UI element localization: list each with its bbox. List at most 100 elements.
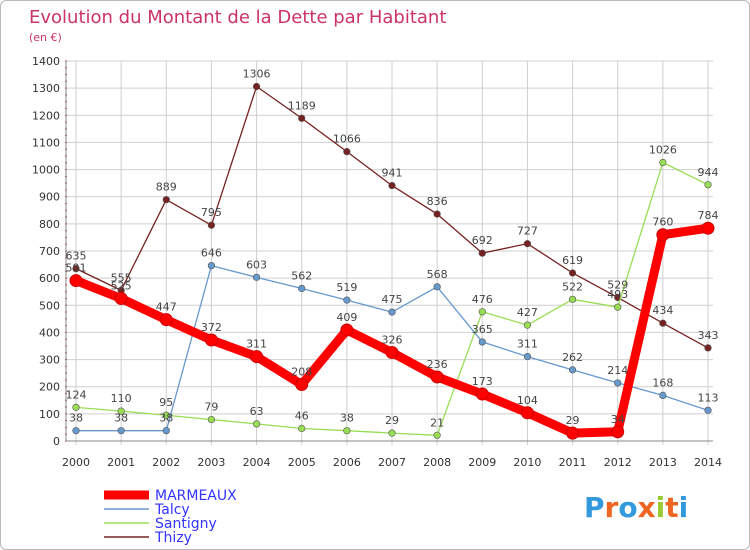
data-label: 343 <box>698 329 719 342</box>
data-label: 208 <box>291 366 312 379</box>
x-tick-label: 2012 <box>604 456 632 469</box>
data-label: 79 <box>204 401 218 414</box>
x-tick-label: 2000 <box>62 456 90 469</box>
data-label: 124 <box>66 388 87 401</box>
data-point <box>72 427 80 435</box>
data-point <box>659 391 667 400</box>
x-tick-label: 2001 <box>107 456 135 469</box>
x-tick-label: 2005 <box>288 456 316 469</box>
data-label: 46 <box>295 410 309 423</box>
data-label: 795 <box>201 206 222 219</box>
data-point <box>343 296 351 304</box>
data-point <box>659 158 667 167</box>
data-label: 476 <box>472 293 493 306</box>
data-label: 173 <box>472 375 493 388</box>
data-point <box>298 284 306 293</box>
data-label: 326 <box>382 334 403 347</box>
data-label: 1189 <box>288 99 316 112</box>
data-point <box>433 283 441 291</box>
proxiti-logo: Proxiti <box>584 491 688 524</box>
data-label: 110 <box>111 392 132 405</box>
legend-label: Santigny <box>155 516 217 532</box>
data-point <box>659 319 667 327</box>
logo-letter: o <box>618 491 637 524</box>
x-tick-label: 2007 <box>378 456 406 469</box>
data-point <box>611 425 625 439</box>
data-point <box>656 228 670 242</box>
data-label: 95 <box>159 396 173 409</box>
data-point <box>433 210 441 218</box>
data-label: 365 <box>472 323 493 336</box>
logo-text: Proxiti <box>584 491 688 524</box>
data-point <box>704 406 712 414</box>
x-tick-label: 2013 <box>649 456 677 469</box>
data-label: 475 <box>382 293 403 306</box>
data-point <box>343 148 351 156</box>
data-label: 603 <box>246 258 267 271</box>
data-label: 529 <box>607 278 628 291</box>
data-label: 38 <box>69 412 83 425</box>
data-label: 836 <box>427 195 448 208</box>
data-point <box>523 240 532 248</box>
y-tick-label: 1000 <box>32 164 60 177</box>
data-point <box>162 196 170 204</box>
data-label: 568 <box>427 268 448 281</box>
y-tick-label: 1300 <box>32 82 60 95</box>
data-point <box>478 249 486 257</box>
data-label: 63 <box>250 405 264 418</box>
data-label: 214 <box>607 364 628 377</box>
logo-letter: r <box>605 491 619 524</box>
data-label: 591 <box>66 262 87 275</box>
data-label: 1066 <box>333 133 361 146</box>
data-point <box>207 415 216 424</box>
y-tick-label: 1200 <box>32 109 60 122</box>
data-label: 29 <box>566 414 580 427</box>
data-label: 409 <box>336 311 357 324</box>
data-point <box>704 344 712 352</box>
data-point <box>388 308 396 316</box>
data-point <box>614 379 622 387</box>
data-point <box>475 387 489 401</box>
series-lines <box>69 82 715 440</box>
data-point <box>117 407 125 415</box>
x-tick-label: 2006 <box>333 456 361 469</box>
data-label: 34 <box>611 413 625 426</box>
data-point <box>162 411 170 419</box>
data-label: 262 <box>562 351 583 364</box>
y-tick-label: 200 <box>39 381 60 394</box>
data-label: 168 <box>652 376 673 389</box>
data-label: 447 <box>156 301 177 314</box>
x-tick-label: 2002 <box>152 456 180 469</box>
x-tick-label: 2009 <box>468 456 496 469</box>
data-label: 692 <box>472 234 493 247</box>
data-point <box>252 273 261 281</box>
data-label: 1026 <box>649 144 677 157</box>
y-tick-label: 1100 <box>32 136 60 149</box>
data-point <box>114 292 128 305</box>
y-tick-label: 800 <box>39 218 60 231</box>
logo-letter: i <box>656 491 666 524</box>
data-label: 311 <box>517 338 538 351</box>
y-tick-label: 300 <box>39 354 60 367</box>
data-point <box>433 431 441 439</box>
data-label: 38 <box>340 412 354 425</box>
data-label: 727 <box>517 225 538 238</box>
data-point <box>568 366 577 374</box>
data-point <box>430 370 444 384</box>
data-label: 619 <box>562 254 583 267</box>
data-label: 38 <box>159 412 173 425</box>
data-point <box>72 403 80 411</box>
data-point <box>207 262 216 270</box>
data-point <box>343 427 351 435</box>
grid <box>66 60 713 445</box>
data-point <box>478 308 486 316</box>
data-point <box>159 313 173 327</box>
data-label: 311 <box>246 338 267 351</box>
data-point <box>250 350 264 364</box>
chart-title: Evolution du Montant de la Dette par Hab… <box>29 7 446 28</box>
legend-label: Thizy <box>154 530 192 546</box>
data-point <box>523 352 532 361</box>
logo-letter: i <box>679 491 689 524</box>
